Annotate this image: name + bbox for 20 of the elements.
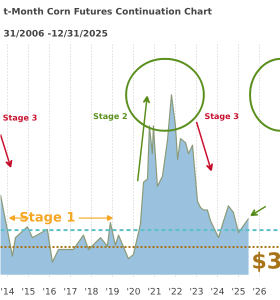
x-tick-label: '26 — [252, 288, 267, 298]
x-tick-label: '25 — [232, 288, 246, 298]
annotation: Stage 3 — [204, 112, 239, 121]
annotation: Stage 1 — [19, 210, 76, 226]
annotation: Stage 2 — [93, 112, 128, 121]
x-tick-label: '18 — [84, 288, 99, 298]
annotation: Stage 3 — [2, 114, 38, 123]
x-tick-label: '23 — [190, 288, 204, 298]
x-tick-label: '17 — [63, 288, 78, 298]
x-tick-label: '20 — [126, 288, 141, 298]
x-tick-label: '14 — [0, 288, 15, 298]
x-tick-label: '24 — [210, 288, 225, 298]
x-tick-label: '16 — [42, 288, 57, 298]
chart-subtitle: 31/2006 -12/31/2025 — [4, 30, 108, 40]
x-tick-label: '22 — [168, 288, 182, 298]
annotation: $3 — [252, 250, 280, 275]
chart-title: t-Month Corn Futures Continuation Chart — [4, 8, 213, 18]
x-tick-label: '15 — [21, 288, 36, 298]
x-tick-label: '19 — [105, 288, 120, 298]
x-tick-label: '21 — [148, 288, 162, 298]
